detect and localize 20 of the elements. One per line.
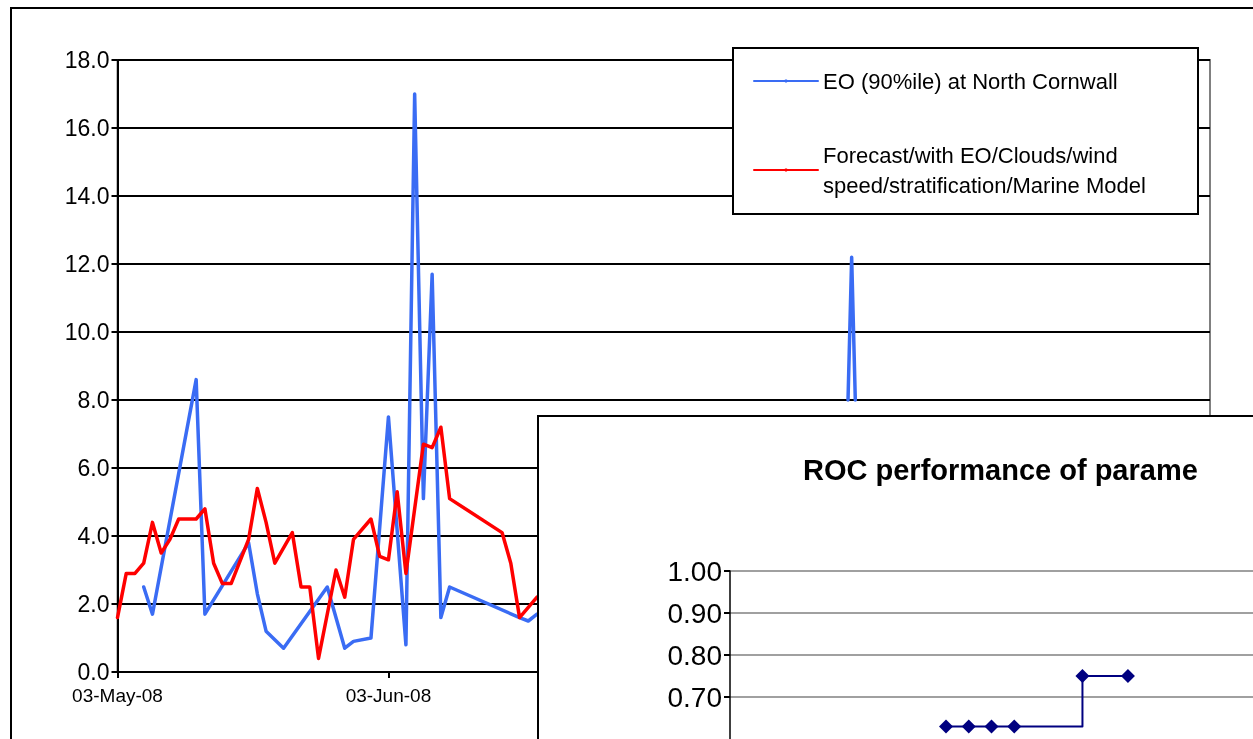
y-tick-label: 0.70 (667, 681, 722, 713)
y-tick-label: 1.00 (667, 555, 722, 587)
y-tick-label: 6.0 (77, 455, 110, 481)
line-series (115, 425, 539, 661)
legend-label: EO (90%ile) at North Cornwall (823, 68, 1118, 94)
y-tick-label: 14.0 (64, 183, 110, 209)
y-tick-label: 4.0 (77, 523, 110, 549)
chart-title: ROC performance of parame (803, 453, 1198, 486)
y-tick-label: 0.80 (667, 639, 722, 671)
x-tick-label: 03-May-08 (72, 685, 163, 706)
y-tick-label: 18.0 (64, 47, 110, 73)
y-tick-label: 0.90 (667, 597, 722, 629)
x-tick-label: 03-Jun-08 (345, 685, 432, 706)
y-tick-label: 12.0 (64, 251, 110, 277)
y-tick-label: 0.0 (77, 659, 110, 685)
y-tick-label: 8.0 (77, 387, 110, 413)
legend-label: Forecast/with EO/Clouds/wind speed/stratification/Marine Model (823, 142, 1146, 198)
y-tick-label: 10.0 (64, 319, 110, 345)
y-tick-label: 2.0 (77, 591, 110, 617)
y-tick-label: 16.0 (64, 115, 110, 141)
